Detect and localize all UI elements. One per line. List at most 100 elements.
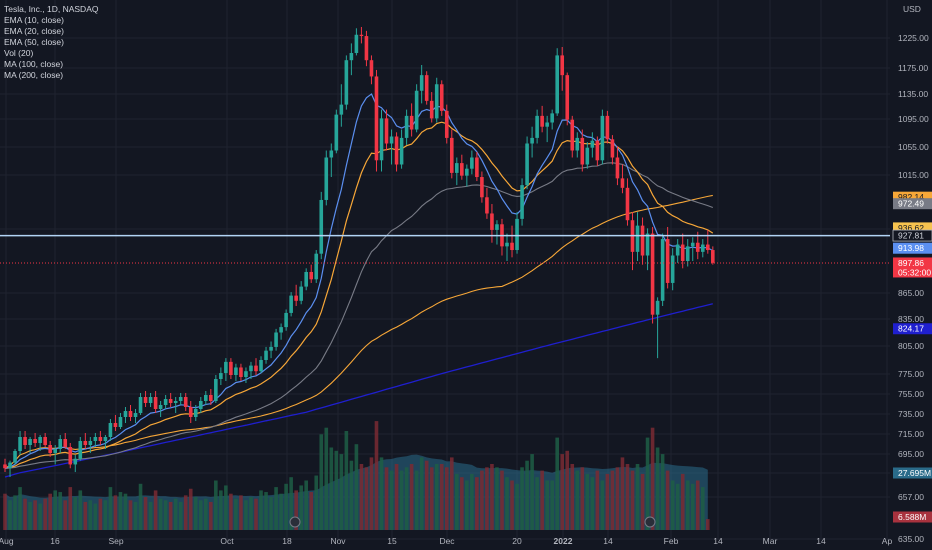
volume-bar xyxy=(259,490,263,530)
volume-bar xyxy=(38,503,42,530)
candle-body xyxy=(344,60,349,105)
volume-bar xyxy=(545,480,549,530)
candle-body xyxy=(530,137,534,144)
candle-body xyxy=(359,34,364,37)
candle-body xyxy=(364,36,369,61)
volume-bar xyxy=(264,492,268,530)
candle-body xyxy=(163,399,168,405)
volume-bar xyxy=(43,498,47,530)
candle-body xyxy=(28,439,32,445)
x-tick-label: Oct xyxy=(220,536,234,546)
candle-body xyxy=(113,423,118,427)
candle-body xyxy=(379,118,384,161)
candle-body xyxy=(83,441,88,445)
volume-bar xyxy=(23,498,27,530)
volume-bar xyxy=(319,434,324,530)
candle-body xyxy=(38,437,42,443)
volume-bar xyxy=(670,480,675,530)
x-tick-label: Feb xyxy=(664,536,679,546)
volume-bar xyxy=(254,498,258,530)
volume-bar xyxy=(645,437,650,530)
volume-bar xyxy=(374,421,379,530)
candle-body xyxy=(369,60,374,77)
candle-body xyxy=(98,437,103,441)
candle-body xyxy=(595,140,600,161)
volume-bar xyxy=(234,498,238,530)
candle-body xyxy=(13,451,17,463)
volume-bar xyxy=(339,454,344,530)
candle-body xyxy=(460,163,464,176)
candle-body xyxy=(449,137,454,173)
volume-bar xyxy=(495,467,499,530)
volume-bar xyxy=(229,493,233,530)
x-tick-label: 16 xyxy=(50,536,60,546)
candle-body xyxy=(314,253,319,280)
candle-body xyxy=(153,397,158,409)
candle-body xyxy=(103,437,108,441)
volume-bar xyxy=(284,483,288,530)
price-tag-label: 6.588M xyxy=(898,512,926,522)
candle-body xyxy=(680,244,685,261)
y-tick-label: 1135.00 xyxy=(898,89,928,99)
x-tick-label: 20 xyxy=(512,536,522,546)
candle-body xyxy=(183,397,188,407)
volume-bar xyxy=(13,495,17,530)
candle-body xyxy=(590,140,595,148)
volume-bar xyxy=(580,467,585,530)
price-tag-label: 982.14 xyxy=(898,192,924,202)
candle-body xyxy=(88,441,93,445)
volume-bar xyxy=(414,470,419,530)
volume-bar xyxy=(369,457,374,530)
volume-bar xyxy=(214,480,218,530)
volume-bar xyxy=(610,470,615,530)
volume-bar xyxy=(695,480,700,530)
candle-body xyxy=(429,100,434,119)
candle-body xyxy=(43,437,47,445)
volume-bar xyxy=(163,500,168,530)
volume-bar xyxy=(78,490,83,530)
y-tick-label: 865.00 xyxy=(898,288,924,298)
x-tick-label: Dec xyxy=(439,536,455,546)
volume-bar xyxy=(118,492,123,530)
volume-bar xyxy=(329,447,334,530)
volume-bar xyxy=(510,480,514,530)
price-tag-label: 972.49 xyxy=(898,199,924,209)
candle-body xyxy=(515,218,519,251)
volume-bar xyxy=(158,498,163,530)
ema-10-line xyxy=(4,93,714,469)
candle-body xyxy=(645,233,650,256)
candle-body xyxy=(455,163,459,173)
candle-body xyxy=(615,157,620,179)
candle-body xyxy=(600,115,605,161)
volume-bar xyxy=(620,457,625,530)
volume-bar xyxy=(675,483,680,530)
volume-bar xyxy=(505,477,509,530)
volume-bar xyxy=(409,464,414,530)
y-tick-label: 715.00 xyxy=(898,429,924,439)
volume-bar xyxy=(404,467,409,530)
candle-body xyxy=(204,395,208,401)
candle-body xyxy=(209,395,213,401)
candle-body xyxy=(399,137,404,165)
volume-bar xyxy=(379,457,384,530)
candle-body xyxy=(419,75,424,91)
candle-body xyxy=(193,409,198,417)
candle-body xyxy=(625,187,630,221)
volume-bar xyxy=(665,470,670,530)
volume-bar xyxy=(58,492,63,530)
volume-bar xyxy=(108,487,113,530)
volume-bar xyxy=(344,431,349,530)
price-tag xyxy=(893,467,932,479)
candle-body xyxy=(655,300,660,315)
volume-bar xyxy=(219,490,223,530)
volume-bar xyxy=(103,500,108,530)
volume-bar xyxy=(128,500,133,530)
candle-body xyxy=(711,250,715,263)
volume-bar xyxy=(706,519,710,530)
volume-bar xyxy=(490,464,494,530)
candle-body xyxy=(580,137,585,165)
candle-body xyxy=(485,197,489,214)
